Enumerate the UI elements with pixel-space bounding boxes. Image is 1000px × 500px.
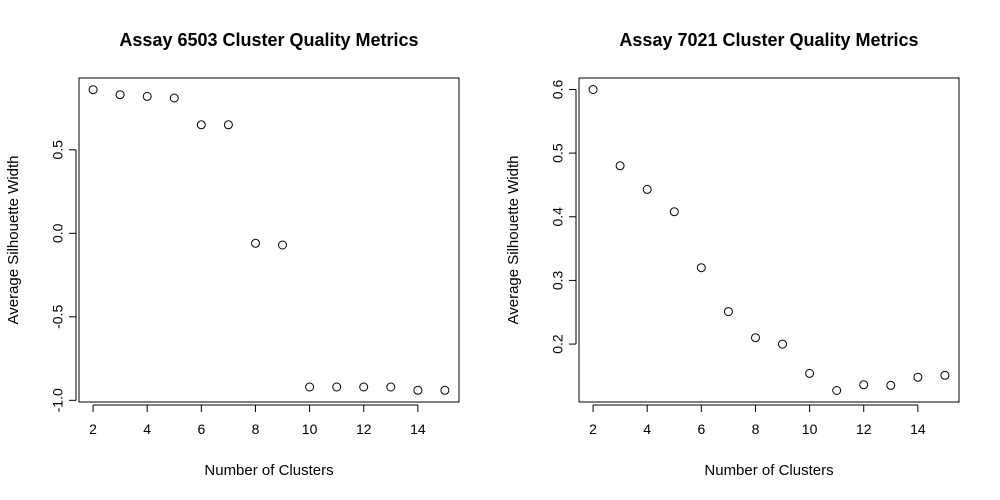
y-tick-label: 0.3 xyxy=(550,270,566,290)
y-tick-label: 0.5 xyxy=(50,140,66,160)
y-tick-label: 0.0 xyxy=(50,223,66,243)
x-axis: 2 4 6 8 10 12 14 xyxy=(589,404,926,437)
data-point xyxy=(615,161,625,171)
x-tick-label: 8 xyxy=(252,421,260,437)
data-point xyxy=(196,120,206,130)
x-axis-label: Number of Clusters xyxy=(704,462,833,479)
data-point xyxy=(169,93,179,103)
x-tick-label: 12 xyxy=(356,421,372,437)
x-tick-label: 14 xyxy=(910,421,926,437)
plot-frame xyxy=(578,77,960,403)
data-point xyxy=(940,370,950,380)
x-tick-label: 10 xyxy=(802,421,818,437)
data-point xyxy=(778,339,787,349)
y-axis-label: Average Silhouette Width xyxy=(5,156,22,325)
data-point xyxy=(251,238,260,248)
x-tick-label: 4 xyxy=(143,421,151,437)
y-tick-label: 0.5 xyxy=(550,143,566,163)
data-point xyxy=(440,385,450,395)
x-tick-label: 10 xyxy=(302,421,318,437)
data-point xyxy=(588,85,598,94)
data-point xyxy=(386,382,396,392)
x-tick-label: 2 xyxy=(89,421,97,437)
data-point xyxy=(696,263,706,273)
data-point xyxy=(142,91,152,101)
data-point xyxy=(723,307,733,317)
x-tick-label: 14 xyxy=(410,421,426,437)
y-axis: 0.2 0.3 0.4 0.5 0.6 xyxy=(550,80,577,354)
data-point xyxy=(913,372,923,382)
y-axis-label: Average Silhouette Width xyxy=(505,156,522,325)
data-point xyxy=(413,385,423,395)
x-tick-label: 8 xyxy=(752,421,760,437)
x-tick-label: 6 xyxy=(197,421,205,437)
y-axis: -1.0 -0.5 0.0 0.5 xyxy=(50,140,77,412)
x-tick-label: 6 xyxy=(697,421,705,437)
data-point xyxy=(669,207,679,217)
plot-frame xyxy=(78,77,460,403)
data-point xyxy=(642,184,652,194)
data-point xyxy=(332,382,342,392)
chart-title: Assay 6503 Cluster Quality Metrics xyxy=(119,30,418,50)
data-point xyxy=(751,333,760,343)
x-axis: 2 4 6 8 10 12 14 xyxy=(89,404,426,437)
data-point xyxy=(859,380,869,390)
x-tick-label: 4 xyxy=(643,421,651,437)
data-point xyxy=(832,386,842,395)
x-tick-label: 12 xyxy=(856,421,872,437)
x-tick-label: 2 xyxy=(589,421,597,437)
x-axis-label: Number of Clusters xyxy=(204,462,333,479)
y-tick-label: -1.0 xyxy=(50,388,66,412)
panel-assay-7021: Assay 7021 Cluster Quality Metrics Numbe… xyxy=(505,30,960,479)
data-point xyxy=(359,382,369,392)
data-point xyxy=(223,120,233,130)
data-points xyxy=(588,85,950,395)
data-point xyxy=(88,85,98,95)
data-point xyxy=(886,380,896,390)
data-point xyxy=(805,368,815,378)
y-tick-label: 0.6 xyxy=(550,80,566,100)
chart-title: Assay 7021 Cluster Quality Metrics xyxy=(619,30,918,50)
data-point xyxy=(278,240,287,250)
data-point xyxy=(305,382,315,392)
y-tick-label: 0.2 xyxy=(550,334,566,354)
y-tick-label: -0.5 xyxy=(50,305,66,329)
panel-assay-6503: Assay 6503 Cluster Quality Metrics Numbe… xyxy=(5,30,460,479)
data-points xyxy=(88,85,450,395)
y-tick-label: 0.4 xyxy=(550,207,566,227)
data-point xyxy=(115,90,125,100)
